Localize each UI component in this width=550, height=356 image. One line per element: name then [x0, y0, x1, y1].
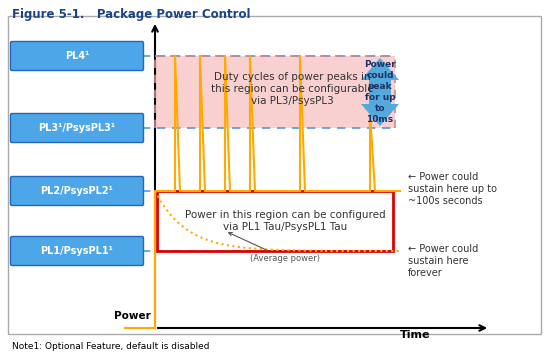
Text: Power: Power — [114, 311, 151, 321]
Text: Power
could
peak
for up
to
10ms: Power could peak for up to 10ms — [364, 60, 396, 124]
Text: Time: Time — [400, 330, 430, 340]
Bar — [8, 16, 541, 334]
Text: Note1: Optional Feature, default is disabled: Note1: Optional Feature, default is disa… — [12, 342, 210, 351]
FancyBboxPatch shape — [10, 177, 144, 205]
Text: PL1/PsysPL1¹: PL1/PsysPL1¹ — [41, 246, 113, 256]
Text: Duty cycles of power peaks in
this region can be configurable
via PL3/PsysPL3: Duty cycles of power peaks in this regio… — [211, 72, 373, 106]
FancyBboxPatch shape — [10, 42, 144, 70]
Text: ← Power could
sustain here up to
~100s seconds: ← Power could sustain here up to ~100s s… — [408, 172, 497, 206]
FancyArrow shape — [361, 58, 399, 92]
Text: ← Power could
sustain here
forever: ← Power could sustain here forever — [408, 245, 478, 278]
Bar — [157, 191, 393, 251]
Text: Power in this region can be configured
via PL1 Tau/PsysPL1 Tau: Power in this region can be configured v… — [185, 210, 386, 232]
Text: Figure 5-1.   Package Power Control: Figure 5-1. Package Power Control — [12, 8, 250, 21]
FancyBboxPatch shape — [10, 236, 144, 266]
Bar — [155, 56, 395, 128]
Text: PL4¹: PL4¹ — [65, 51, 89, 61]
Text: PL2/PsysPL2¹: PL2/PsysPL2¹ — [41, 186, 113, 196]
FancyArrow shape — [361, 92, 399, 126]
Text: (Average power): (Average power) — [229, 232, 320, 263]
FancyBboxPatch shape — [10, 114, 144, 142]
Text: PL3¹/PsysPL3¹: PL3¹/PsysPL3¹ — [39, 123, 116, 133]
